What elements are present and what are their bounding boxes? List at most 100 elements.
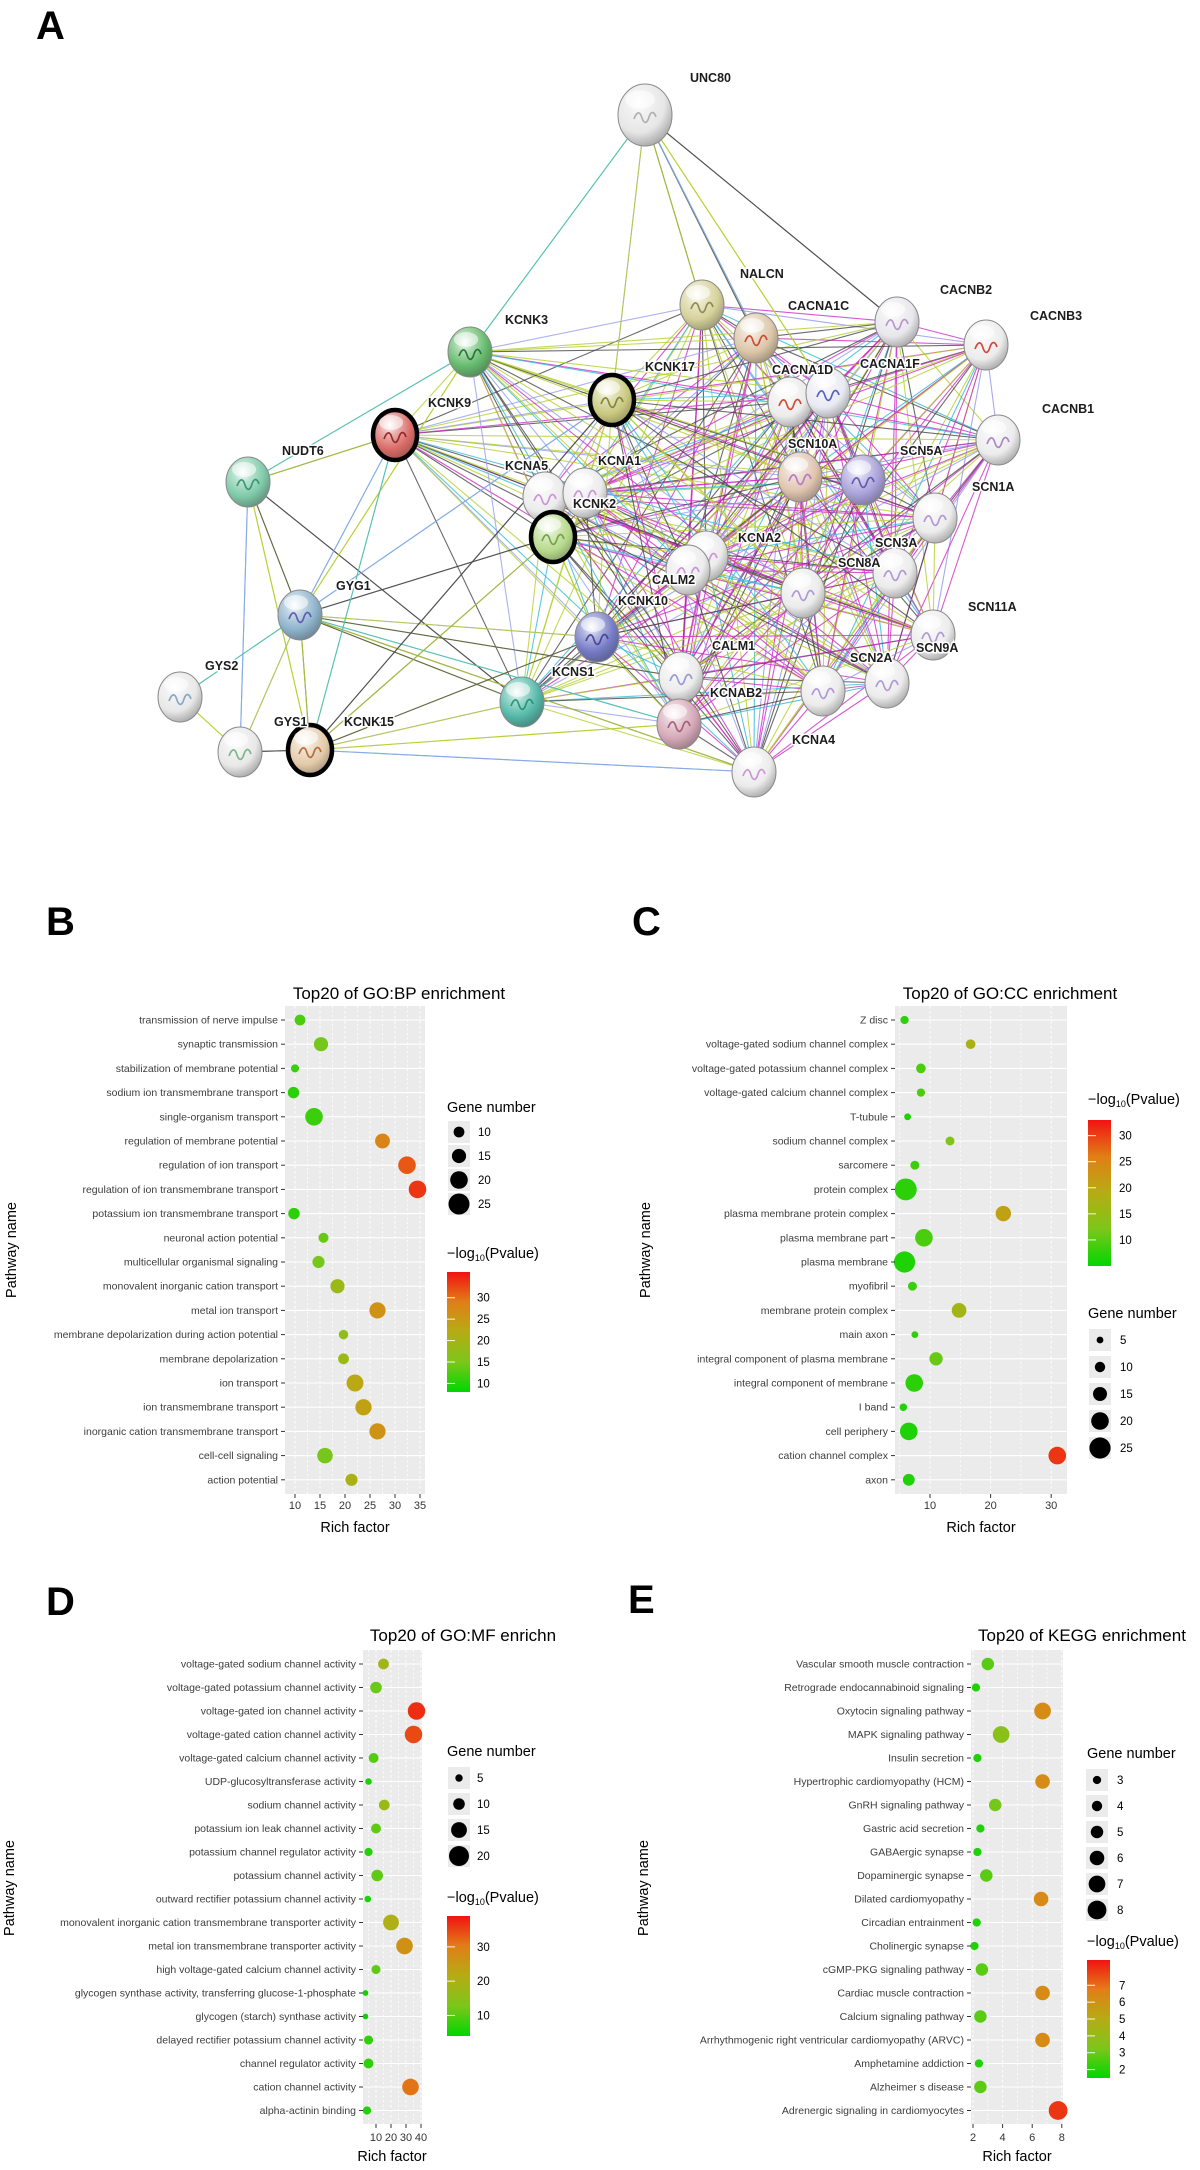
network-node-GYG1[interactable]	[277, 589, 323, 641]
panel-letter-d: D	[46, 1580, 75, 1624]
network-node-CALM1[interactable]	[658, 651, 704, 703]
pvalue-tick-label: 10	[1119, 1235, 1132, 1247]
bubble	[974, 2080, 987, 2094]
x-axis-title: Rich factor	[320, 1520, 389, 1536]
bubble	[398, 1156, 416, 1174]
row-label: action potential	[207, 1474, 278, 1486]
gene-number-key	[1089, 1437, 1111, 1459]
network-node-KCNK2[interactable]	[528, 509, 578, 565]
network-node-SCN9A[interactable]	[864, 657, 910, 709]
network-labels: UNC80 NALCN CACNA1C CACNB2 CACNB3 KCNK3 KCNK17…	[204, 70, 1096, 749]
row-label: axon	[865, 1474, 888, 1486]
network-node-CACNA1F[interactable]	[805, 367, 851, 419]
network-label-KCNA5: KCNA5	[505, 459, 548, 473]
bubble	[355, 1399, 372, 1416]
row-label: voltage-gated sodium channel activity	[181, 1659, 357, 1671]
network-node-SCN1A[interactable]	[912, 492, 958, 544]
pvalue-legend-title: −log10(Pvalue)	[1087, 1934, 1179, 1951]
x-tick-label: 30	[400, 2132, 412, 2144]
network-node-KCNAB2[interactable]	[656, 698, 702, 750]
bubble	[317, 1447, 333, 1464]
go-bp-chart: transmission of nerve impulse synaptic tr…	[4, 984, 539, 1536]
bubble	[910, 1160, 920, 1170]
gene-number-key	[453, 1126, 465, 1138]
row-label: Oxytocin signaling pathway	[837, 1706, 965, 1718]
network-node-NUDT6[interactable]	[225, 456, 271, 508]
network-node-CACNB2[interactable]	[874, 296, 920, 348]
network-label-GYS1: GYS1	[274, 715, 307, 729]
network-label-GYG1: GYG1	[336, 579, 371, 593]
gene-number-key	[1090, 1825, 1104, 1839]
pvalue-tick-label: 30	[477, 1942, 490, 1954]
network-node-UNC80[interactable]	[617, 83, 673, 147]
network-node-KCNK3[interactable]	[447, 326, 493, 378]
row-label: delayed rectifier potassium channel acti…	[156, 2035, 356, 2047]
network-label-CACNA1F: CACNA1F	[860, 357, 920, 371]
network-node-KCNA1[interactable]	[562, 467, 608, 519]
gene-number-key	[455, 1774, 463, 1782]
protein-structure-glyph	[921, 631, 945, 644]
protein-structure-glyph	[811, 687, 835, 700]
network-node-CACNB3[interactable]	[963, 319, 1009, 371]
network-label-SCN2A: SCN2A	[850, 651, 892, 665]
row-label: Circadian entrainment	[861, 1917, 964, 1929]
gene-number-key-label: 4	[1117, 1801, 1124, 1813]
x-axis-title: Rich factor	[982, 2149, 1051, 2165]
bubble	[893, 1251, 916, 1273]
network-node-SCN10A[interactable]	[777, 451, 823, 503]
network-node-GYS2[interactable]	[157, 671, 203, 723]
pvalue-legend-title: −log10(Pvalue)	[1088, 1092, 1180, 1109]
network-node-KCNK10[interactable]	[574, 611, 620, 663]
row-label: voltage-gated sodium channel complex	[706, 1039, 889, 1051]
network-label-KCNK3: KCNK3	[505, 313, 548, 327]
bubble	[378, 1658, 389, 1670]
bubble	[371, 1823, 381, 1834]
network-node-SCN5A[interactable]	[840, 454, 886, 506]
network-label-KCNK2: KCNK2	[573, 497, 616, 511]
x-axis: 10 20 30 40	[370, 2124, 427, 2144]
row-label: regulation of ion transmembrane transpor…	[82, 1184, 278, 1196]
network-node-CALM2[interactable]	[665, 544, 711, 596]
network-nodes	[157, 83, 1021, 798]
bubble	[992, 1726, 1010, 1743]
protein-structure-glyph	[885, 318, 909, 331]
bubble	[305, 1108, 323, 1126]
bubble	[362, 2013, 369, 2020]
pvalue-tick-label: 5	[1119, 2014, 1125, 2026]
x-tick-label: 30	[1045, 1500, 1057, 1512]
network-node-CACNA1D[interactable]	[767, 376, 813, 428]
row-label: sodium channel complex	[772, 1136, 888, 1148]
network-node-CACNA1C[interactable]	[733, 312, 779, 364]
network-node-SCN8A[interactable]	[780, 567, 826, 619]
row-label: UDP-glucosyltransferase activity	[205, 1776, 357, 1788]
network-node-KCNK15[interactable]	[285, 722, 335, 778]
network-node-KCNA4[interactable]	[731, 746, 777, 798]
bubble	[318, 1232, 329, 1243]
network-node-SCN3A[interactable]	[872, 547, 918, 599]
network-node-SCN11A[interactable]	[910, 609, 956, 661]
network-node-KCNK17[interactable]	[587, 372, 637, 428]
pvalue-tick-label: 20	[1119, 1183, 1132, 1195]
panel-letter-b: B	[46, 900, 75, 944]
network-label-KCNA2: KCNA2	[738, 531, 781, 545]
network-node-KCNS1[interactable]	[499, 676, 545, 728]
legend: Gene number 3 4 5 6 7 8 −log10(Pvalue) 7 6 5 4 3 2	[1086, 1746, 1179, 2078]
network-node-KCNK9[interactable]	[370, 407, 420, 463]
network-node-CACNB1[interactable]	[975, 414, 1021, 466]
row-label: Alzheimer s disease	[870, 2082, 964, 2094]
row-label: inorganic cation transmembrane transport	[84, 1426, 278, 1438]
gene-number-key	[1096, 1336, 1104, 1344]
network-node-NALCN[interactable]	[679, 279, 725, 331]
gene-number-key	[451, 1148, 467, 1164]
ppi-network-panel: UNC80 NALCN CACNA1C CACNB2 CACNB3 KCNK3 KCNK17…	[157, 70, 1096, 798]
network-label-KCNK10: KCNK10	[618, 594, 668, 608]
gene-number-key-label: 15	[1120, 1389, 1133, 1401]
bubble	[290, 1064, 300, 1073]
network-node-GYS1[interactable]	[217, 726, 263, 778]
gene-number-key	[1087, 1900, 1107, 1920]
network-node-SCN2A[interactable]	[800, 665, 846, 717]
go-cc-chart: Z disc voltage-gated sodium channel compl…	[638, 984, 1180, 1536]
pvalue-tick-label: 2	[1119, 2065, 1125, 2077]
row-label: regulation of membrane potential	[124, 1136, 278, 1148]
pvalue-tick-label: 25	[477, 1314, 490, 1326]
